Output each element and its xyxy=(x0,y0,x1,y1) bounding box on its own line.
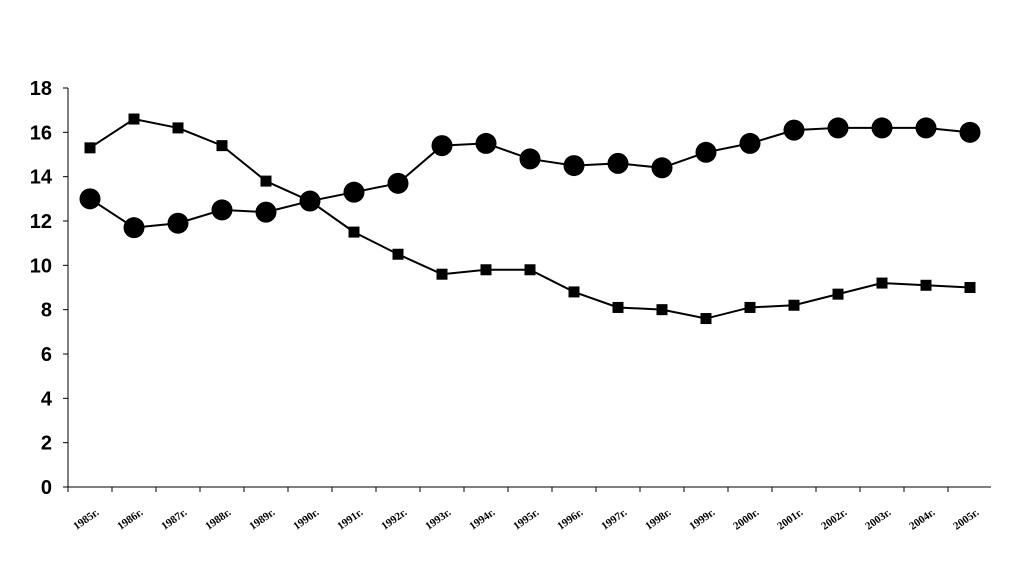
data-point-circle xyxy=(519,148,541,170)
x-tick-label: 1989г. xyxy=(247,506,277,532)
data-point-square xyxy=(348,226,360,238)
y-tick-label: 2 xyxy=(41,433,52,455)
y-tick-label: 18 xyxy=(30,78,52,100)
x-tick-label: 2001г. xyxy=(775,506,805,532)
data-point-square xyxy=(84,142,96,154)
x-tick-label: 1986г. xyxy=(115,506,145,532)
x-tick-label: 2003г. xyxy=(863,506,893,532)
data-point-circle xyxy=(563,155,585,177)
data-point-circle xyxy=(431,135,453,157)
data-point-square xyxy=(524,264,536,276)
data-point-circle xyxy=(607,152,629,174)
data-point-square xyxy=(656,304,668,316)
y-tick-label: 4 xyxy=(41,388,53,410)
x-tick-label: 1992г. xyxy=(379,506,409,532)
data-point-square xyxy=(700,313,712,325)
x-tick-label: 1987г. xyxy=(159,506,189,532)
data-point-circle xyxy=(211,199,233,221)
x-tick-label: 1998г. xyxy=(643,506,673,532)
data-point-square xyxy=(920,279,932,291)
data-point-circle xyxy=(695,141,717,163)
data-point-circle xyxy=(167,212,189,234)
x-tick-label: 1999г. xyxy=(687,506,717,532)
data-point-square xyxy=(172,122,184,134)
data-point-square xyxy=(392,248,404,260)
series-circle xyxy=(79,117,981,239)
data-point-circle xyxy=(255,201,277,223)
y-tick-label: 10 xyxy=(30,255,52,277)
data-point-square xyxy=(612,301,624,313)
x-tick-label: 1994г. xyxy=(467,506,497,532)
data-point-circle xyxy=(475,132,497,154)
x-tick-label: 1997г. xyxy=(599,506,629,532)
x-tick-label: 1993г. xyxy=(423,506,453,532)
x-tick-label: 1991г. xyxy=(335,506,365,532)
data-point-square xyxy=(964,282,976,293)
data-point-circle xyxy=(783,119,805,141)
axes xyxy=(67,88,991,488)
x-tick-label: 1990г. xyxy=(291,506,321,532)
data-point-square xyxy=(832,288,844,300)
data-point-square xyxy=(568,286,580,298)
x-tick-label: 2000г. xyxy=(731,506,761,532)
data-point-square xyxy=(304,195,316,207)
x-tick-label: 1995г. xyxy=(511,506,541,532)
data-point-circle xyxy=(651,157,673,179)
x-tick-label: 1985г. xyxy=(71,506,101,532)
data-point-circle xyxy=(959,121,981,143)
data-point-circle xyxy=(343,181,365,203)
x-axis-ticks: 1985г. 1986г. 1987г. 1988г. 1989г. 1990г. 1991… xyxy=(67,487,982,533)
y-tick-label: 16 xyxy=(30,122,52,144)
x-tick-label: 2004г. xyxy=(907,506,937,532)
data-point-square xyxy=(744,301,756,313)
y-axis-ticks: 0 2 4 6 8 10 12 14 16 18 xyxy=(30,78,68,499)
x-tick-label: 2002г. xyxy=(819,506,849,532)
data-point-circle xyxy=(827,117,849,139)
x-tick-label: 1988г. xyxy=(203,506,233,532)
data-point-square xyxy=(788,299,800,311)
x-tick-label: 1996г. xyxy=(555,506,585,532)
y-tick-label: 12 xyxy=(30,211,52,233)
data-point-circle xyxy=(79,188,101,210)
data-point-circle xyxy=(915,117,937,139)
data-point-square xyxy=(480,264,492,276)
y-tick-label: 0 xyxy=(41,477,52,499)
series-layer xyxy=(79,113,981,325)
y-tick-label: 6 xyxy=(41,344,52,366)
series-square xyxy=(84,113,976,325)
data-point-circle xyxy=(387,172,409,194)
data-point-square xyxy=(128,113,140,125)
data-point-square xyxy=(260,175,272,187)
y-tick-label: 14 xyxy=(30,167,53,189)
data-point-square xyxy=(216,140,228,152)
data-point-circle xyxy=(123,217,145,239)
data-point-circle xyxy=(739,132,761,154)
data-point-square xyxy=(876,277,888,289)
data-point-circle xyxy=(871,117,893,139)
x-tick-label: 2005г. xyxy=(951,506,981,532)
y-tick-label: 8 xyxy=(41,300,52,322)
data-point-square xyxy=(436,268,448,280)
